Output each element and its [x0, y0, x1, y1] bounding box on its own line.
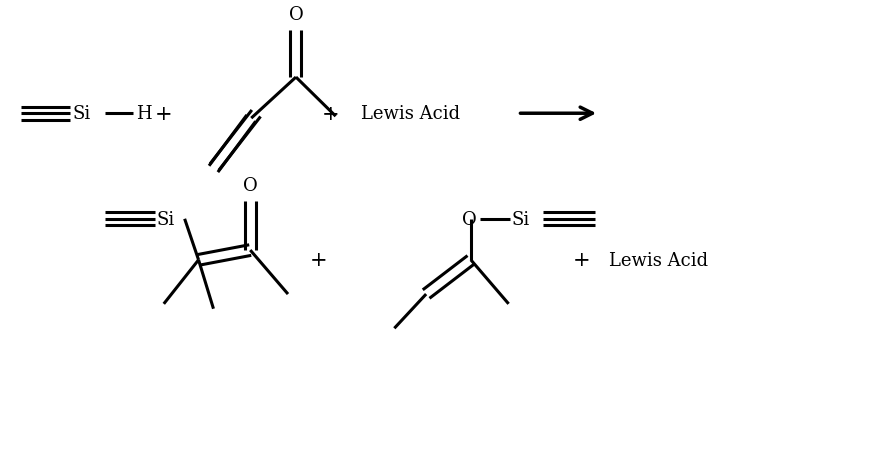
Text: Lewis Acid: Lewis Acid — [609, 251, 708, 269]
Text: H: H — [136, 105, 151, 123]
Text: Si: Si — [512, 210, 530, 228]
Text: +: + — [155, 105, 172, 124]
Text: O: O — [289, 6, 304, 24]
Text: +: + — [322, 105, 340, 124]
Text: Si: Si — [73, 105, 90, 123]
Text: Si: Si — [157, 210, 175, 228]
Text: Lewis Acid: Lewis Acid — [360, 105, 460, 123]
Text: O: O — [243, 177, 258, 195]
Text: +: + — [573, 251, 590, 270]
Text: +: + — [310, 251, 328, 270]
Text: O: O — [462, 210, 477, 228]
